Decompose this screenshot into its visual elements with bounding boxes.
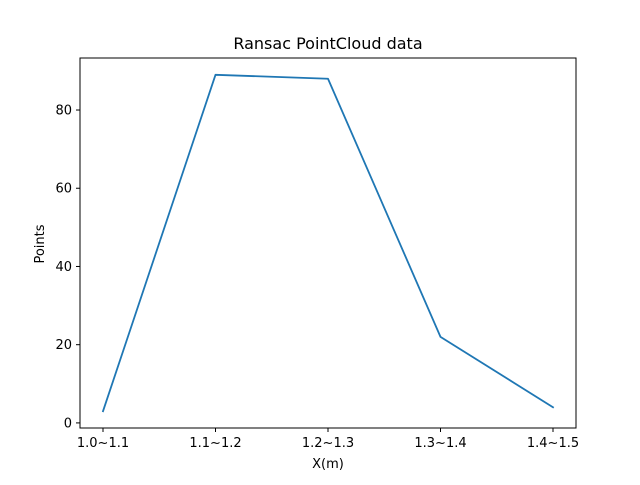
x-tick-label: 1.0~1.1 xyxy=(77,436,129,451)
x-tick-label: 1.1~1.2 xyxy=(189,436,241,451)
plot-frame xyxy=(79,57,577,429)
x-tick-label: 1.3~1.4 xyxy=(414,436,466,451)
chart-title: Ransac PointCloud data xyxy=(233,34,422,53)
x-tick-label: 1.2~1.3 xyxy=(302,436,354,451)
x-axis-label: X(m) xyxy=(312,457,344,472)
y-tick-label: 80 xyxy=(55,104,72,119)
series-layer xyxy=(101,73,555,413)
y-axis-label: Points xyxy=(33,224,48,263)
y-tick-label: 20 xyxy=(55,338,72,353)
y-tick-label: 0 xyxy=(64,416,72,431)
y-tick-label: 40 xyxy=(55,260,72,275)
y-tick-label: 60 xyxy=(55,182,72,197)
axes-ticks: 1.0~1.1 1.1~1.2 1.2~1.3 1.3~1.4 1.4~1.5 0 20 40… xyxy=(55,104,579,451)
series-line xyxy=(101,73,555,413)
x-tick-label: 1.4~1.5 xyxy=(527,436,579,451)
